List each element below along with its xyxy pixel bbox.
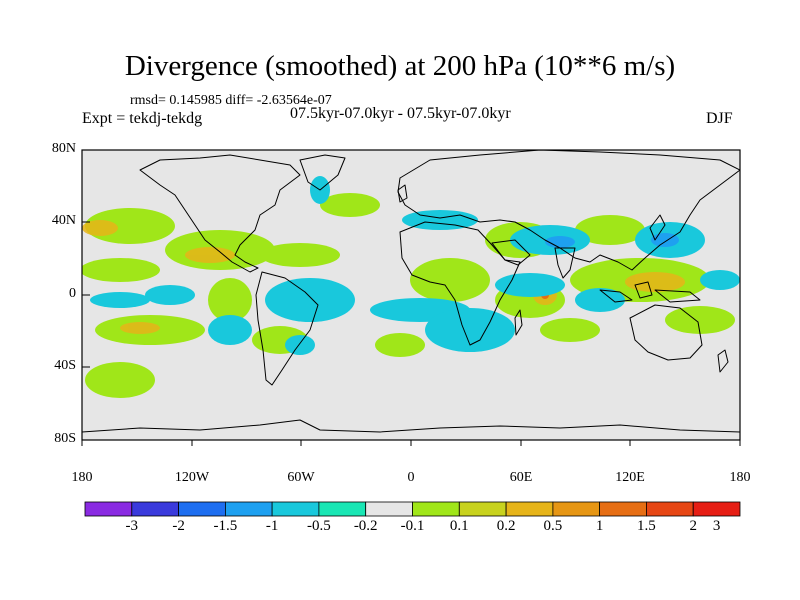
lon-label: 180 [71,470,93,485]
lon-label: 120E [615,470,645,485]
coastline [514,309,523,336]
colorbar-box [131,501,180,517]
field-patch [285,335,315,355]
lat-label: 80S [54,431,76,446]
colorbar-label: -0.2 [353,518,378,534]
colorbar-box [599,501,647,517]
colorbar-box [552,501,601,517]
colorbar-label: -0.5 [307,518,331,534]
lon-label: 120W [174,470,210,485]
coastline [649,214,666,241]
colorbar-box [271,501,320,517]
coastline [634,281,653,299]
colorbar-label: 2 [689,518,697,534]
field-patch [575,288,625,312]
field-patch [651,233,679,247]
coastline [554,247,576,279]
colorbar-box [646,501,694,517]
field-patch [700,270,740,290]
field-patch [495,273,565,297]
coastline [397,184,408,203]
colorbar-box [318,501,367,517]
colorbar-box [178,501,226,517]
coastline [299,154,346,191]
field-patch [320,193,380,217]
field-patch [410,258,490,302]
axis-ticks [81,149,741,446]
period-label: 07.5kyr-07.0kyr - 07.5kyr-07.0kyr [290,105,511,122]
colorbar-box [224,501,273,517]
colorbar-label: -2 [172,518,185,534]
field-patch [375,333,425,357]
field-patch [265,278,355,322]
lat-label: 80N [51,141,76,156]
field-patch [120,322,160,334]
colorbar-label: -1 [265,518,279,534]
field-patch [260,243,340,267]
coastline [139,154,301,273]
colorbar-label: 0.2 [496,518,516,534]
field-patch [90,292,150,308]
field-patch [208,315,252,345]
field-patch [540,318,600,342]
field-patch [85,362,155,398]
colorbar-label: -0.1 [400,518,425,534]
coastlines [82,150,740,433]
lon-label: 60W [287,470,315,485]
field-patch [208,278,252,322]
lon-label: 60E [509,470,533,485]
coastline [82,419,740,433]
experiment-label: Expt = tekdj-tekdg [82,110,203,127]
field-patch [625,272,685,292]
colorbar-label: 3 [712,518,721,534]
stats-text: rmsd= 0.145985 diff= -2.63564e-07 [130,93,332,108]
colorbar-box [458,501,507,517]
map-title: Divergence (smoothed) at 200 hPa (10**6 … [124,50,676,82]
coastline [654,289,701,303]
colorbar-label: -1.5 [213,518,238,534]
colorbar-label: 1 [595,518,604,534]
colorbar-label: 0.5 [543,518,563,534]
colorbar-label: 1.5 [637,518,656,534]
coastline [255,271,319,386]
coastline [491,239,531,266]
coastline [599,289,633,303]
coastline [397,150,740,271]
colorbar [84,501,741,517]
field-patch [82,258,160,282]
colorbar-box [692,501,741,517]
colorbar-box [505,501,554,517]
lon-label: 180 [729,470,751,485]
field-patch [145,285,195,305]
coastline [717,349,729,373]
season-label: DJF [706,110,733,127]
field-patch [185,247,235,263]
colorbar-box [84,501,133,517]
lon-label: 0 [407,470,415,485]
field-patch [665,306,735,334]
lat-label: 40S [54,358,76,373]
lat-label: 0 [69,286,76,301]
colorbar-label: 0.1 [449,518,469,534]
colorbar-label: -3 [125,518,139,534]
divergence-field [82,150,740,433]
field-patch [545,236,575,248]
coastline [399,221,521,346]
colorbar-box [365,501,413,517]
field-patch [425,308,515,352]
field-patch [575,215,645,245]
colorbar-box [412,501,460,517]
field-patch [82,220,118,236]
coastline [629,304,703,361]
lat-label: 40N [51,213,76,228]
